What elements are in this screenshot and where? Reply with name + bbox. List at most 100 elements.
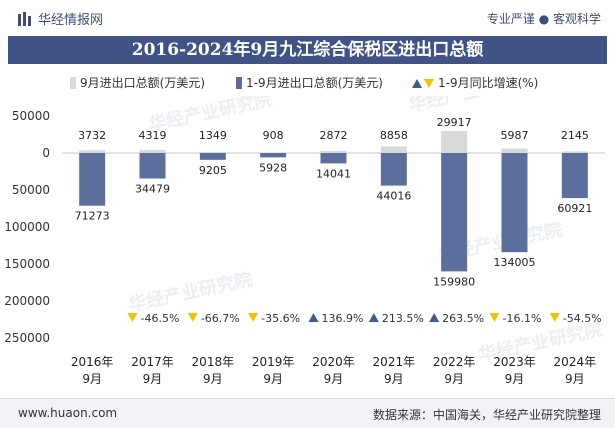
data-label-ytd: 9205 [199, 164, 227, 177]
growth-label: 263.5% [442, 312, 484, 325]
footer-source: 数据来源：中国海关，华经产业研究院整理 [372, 408, 601, 422]
growth-marker-down [187, 313, 198, 322]
data-label-september: 1349 [199, 129, 227, 142]
watermark-text: 华经产业研究院 [406, 96, 534, 116]
bar-ytd [139, 153, 166, 179]
bar-ytd [260, 153, 287, 158]
bar-september [199, 152, 226, 153]
x-tick-label-year: 2022年 [433, 355, 476, 369]
bar-ytd [79, 153, 106, 206]
footer-url: www.huaon.com [18, 406, 118, 420]
title-bar: 2016-2024年9月九江综合保税区进出口总额 [8, 36, 607, 64]
y-tick-label: 100000 [4, 220, 50, 234]
y-tick-label: 250000 [4, 331, 50, 345]
legend-label-september: 9月进出口总额(万美元) [80, 76, 205, 90]
x-tick-label-year: 2016年 [71, 355, 114, 369]
x-tick-label-year: 2021年 [373, 355, 416, 369]
bar-september [139, 149, 166, 153]
bar-ytd [561, 153, 588, 199]
data-label-ytd: 14041 [316, 167, 351, 180]
y-tick-label: 50000 [12, 183, 50, 197]
legend-triangles-icon [412, 78, 434, 88]
chart-title: 2016-2024年9月九江综合保税区进出口总额 [131, 40, 484, 60]
data-label-september: 3732 [78, 129, 106, 142]
brand-logo-icon [18, 11, 31, 26]
bar-september [260, 152, 287, 153]
data-label-september: 4319 [139, 129, 167, 142]
data-label-ytd: 44016 [376, 190, 411, 203]
legend-item-september: 9月进出口总额(万美元) [70, 74, 205, 91]
bar-ytd [380, 153, 407, 186]
data-label-ytd: 5928 [259, 161, 287, 174]
legend-label-growth: 1-9月同比增速(%) [438, 76, 539, 90]
growth-marker-down [127, 313, 138, 322]
bar-september [320, 150, 347, 153]
data-label-september: 8858 [380, 129, 408, 142]
x-tick-label-month: 9月 [324, 372, 344, 386]
y-tick-label: 50000 [12, 109, 50, 123]
growth-marker-up [308, 313, 319, 322]
bar-september [441, 130, 468, 153]
growth-marker-down [248, 313, 259, 322]
x-tick-label-month: 9月 [505, 372, 525, 386]
x-tick-label-year: 2020年 [312, 355, 355, 369]
bar-ytd [441, 153, 468, 272]
y-tick-label: 150000 [4, 257, 50, 271]
legend-item-ytd: 1-9月进出口总额(万美元) [236, 74, 383, 91]
x-tick-label-month: 9月 [565, 372, 585, 386]
brand-name: 华经情报网 [38, 13, 104, 28]
growth-marker-down [489, 313, 500, 322]
growth-label: -66.7% [201, 312, 240, 325]
footer: www.huaon.com 数据来源：中国海关，华经产业研究院整理 [0, 398, 615, 428]
data-label-september: 2872 [320, 129, 348, 142]
data-label-september: 29917 [437, 116, 472, 129]
bar-september [561, 151, 588, 153]
data-label-september: 2145 [561, 129, 589, 142]
bar-september [380, 146, 407, 153]
watermark-text: 华经产业研究院 [126, 268, 254, 316]
data-label-ytd: 159980 [433, 275, 475, 288]
growth-label: -16.1% [503, 312, 542, 325]
data-label-ytd: 34479 [135, 183, 170, 196]
bar-september [79, 150, 106, 153]
x-tick-label-month: 9月 [263, 372, 283, 386]
legend: 9月进出口总额(万美元) 1-9月进出口总额(万美元) 1-9月同比增速(%) [0, 74, 615, 94]
legend-item-growth: 1-9月同比增速(%) [412, 74, 538, 91]
bar-ytd [199, 153, 226, 160]
data-label-september: 5987 [501, 129, 529, 142]
growth-label: 213.5% [382, 312, 424, 325]
growth-label: -54.5% [563, 312, 602, 325]
top-bar: 华经情报网 专业严谨 ● 客观科学 [0, 0, 615, 36]
x-tick-label-year: 2019年 [252, 355, 295, 369]
legend-swatch-september [70, 76, 76, 89]
growth-label: -46.5% [141, 312, 180, 325]
data-label-ytd: 134005 [494, 256, 536, 269]
x-tick-label-month: 9月 [203, 372, 223, 386]
bar-ytd [501, 153, 528, 253]
growth-marker-down [549, 313, 560, 322]
x-tick-label-year: 2017年 [131, 355, 174, 369]
x-tick-label-month: 9月 [82, 372, 102, 386]
brand: 华经情报网 [18, 9, 103, 28]
legend-swatch-ytd [236, 76, 242, 89]
growth-marker-up [429, 313, 440, 322]
growth-label: 136.9% [322, 312, 364, 325]
x-tick-label-year: 2018年 [192, 355, 235, 369]
x-tick-label-month: 9月 [143, 372, 163, 386]
data-label-ytd: 71273 [75, 210, 110, 223]
x-tick-label-year: 2023年 [493, 355, 536, 369]
data-label-ytd: 60921 [557, 202, 592, 215]
bar-september [501, 148, 528, 153]
data-label-september: 908 [263, 129, 284, 142]
chart-area: 华经产业研究院华经产业研究院华经产业研究院华经产业研究院华经产业研究院 5000… [4, 96, 605, 386]
bar-ytd [320, 153, 347, 164]
x-tick-label-year: 2024年 [554, 355, 597, 369]
growth-marker-up [368, 313, 379, 322]
y-tick-label: 200000 [4, 294, 50, 308]
growth-label: -35.6% [261, 312, 300, 325]
y-tick-label: 0 [42, 146, 50, 160]
x-tick-label-month: 9月 [444, 372, 464, 386]
legend-label-ytd: 1-9月进出口总额(万美元) [246, 76, 383, 90]
tagline: 专业严谨 ● 客观科学 [486, 12, 601, 26]
x-tick-label-month: 9月 [384, 372, 404, 386]
